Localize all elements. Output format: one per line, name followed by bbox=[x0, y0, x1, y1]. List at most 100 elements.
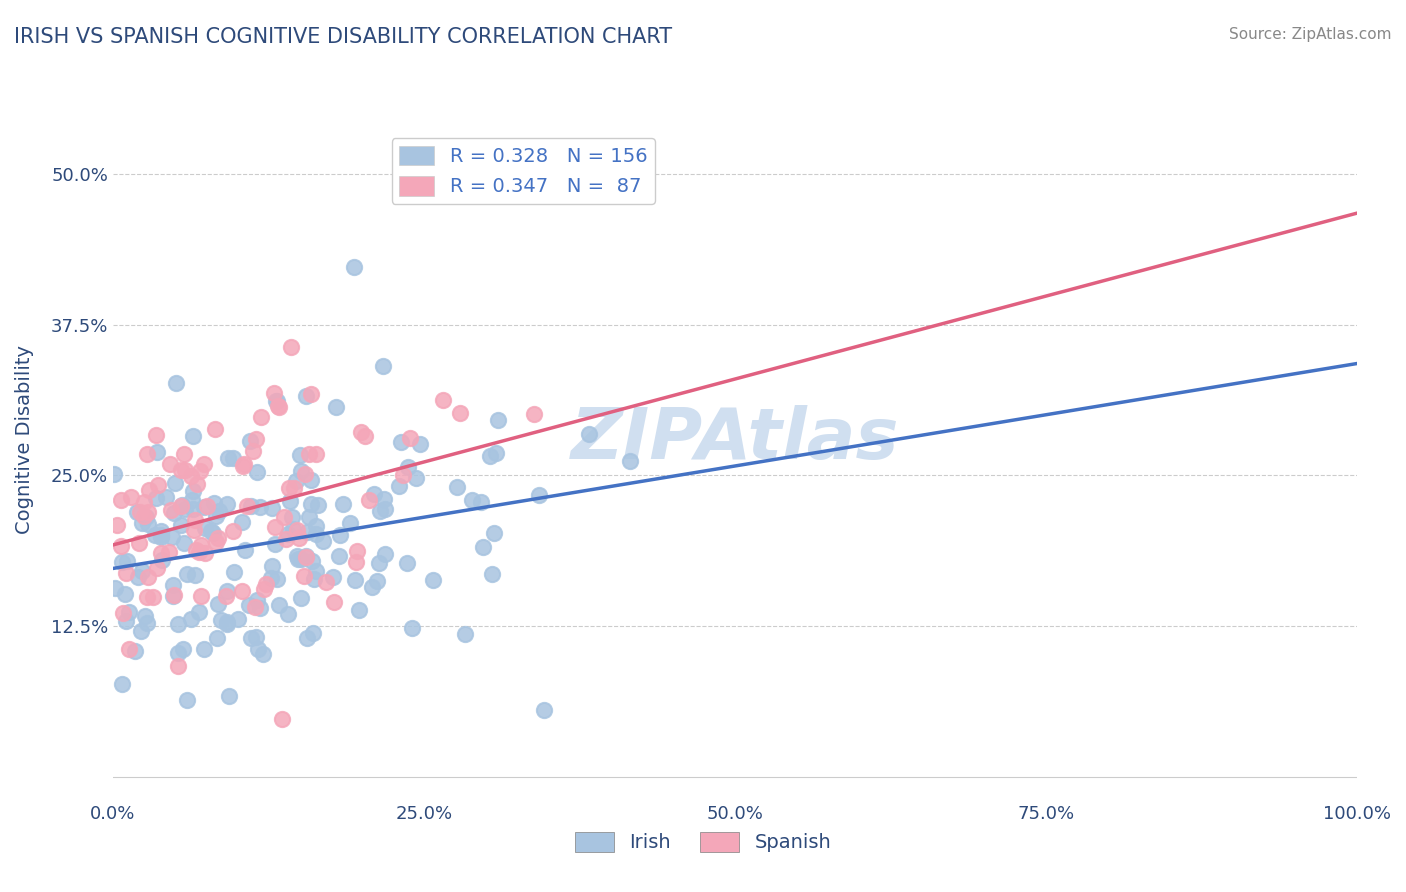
Point bbox=[134, 509, 156, 524]
Point bbox=[366, 574, 388, 589]
Point bbox=[368, 504, 391, 518]
Point bbox=[280, 340, 302, 354]
Point bbox=[264, 393, 287, 408]
Point bbox=[134, 609, 156, 624]
Point bbox=[298, 509, 321, 524]
Point bbox=[172, 642, 194, 657]
Point bbox=[290, 591, 312, 606]
Point bbox=[266, 573, 288, 587]
Point bbox=[578, 426, 600, 441]
Point bbox=[233, 458, 256, 472]
Point bbox=[181, 502, 204, 516]
Point bbox=[150, 530, 173, 544]
Point bbox=[183, 523, 205, 537]
Point bbox=[207, 631, 229, 645]
Text: Source: ZipAtlas.com: Source: ZipAtlas.com bbox=[1229, 27, 1392, 42]
Point bbox=[205, 535, 228, 549]
Point bbox=[478, 449, 501, 463]
Point bbox=[167, 617, 190, 632]
Point bbox=[252, 582, 274, 597]
Point bbox=[486, 412, 509, 426]
Point bbox=[311, 534, 333, 549]
Point bbox=[242, 444, 264, 458]
Point bbox=[299, 498, 322, 512]
Point bbox=[136, 504, 159, 518]
Point bbox=[245, 432, 267, 446]
Point bbox=[297, 632, 319, 646]
Point bbox=[363, 487, 385, 501]
Point bbox=[125, 505, 148, 519]
Point bbox=[115, 614, 138, 628]
Point bbox=[523, 407, 546, 421]
Point bbox=[247, 641, 270, 656]
Point bbox=[277, 607, 299, 622]
Point bbox=[238, 598, 260, 612]
Point bbox=[217, 583, 239, 598]
Point bbox=[145, 428, 167, 442]
Point bbox=[343, 573, 366, 587]
Point bbox=[329, 527, 352, 541]
Point bbox=[165, 376, 187, 390]
Point bbox=[449, 406, 471, 420]
Point bbox=[195, 499, 218, 513]
Point bbox=[240, 631, 263, 645]
Point bbox=[409, 436, 432, 450]
Point bbox=[166, 659, 188, 673]
Point bbox=[264, 519, 287, 533]
Point bbox=[180, 468, 202, 483]
Point bbox=[342, 260, 364, 274]
Point bbox=[131, 516, 153, 531]
Point bbox=[264, 537, 287, 551]
Point bbox=[245, 630, 267, 644]
Point bbox=[193, 500, 215, 515]
Point bbox=[367, 556, 389, 570]
Point bbox=[176, 567, 198, 582]
Point bbox=[280, 510, 302, 524]
Point bbox=[149, 524, 172, 538]
Point bbox=[217, 617, 239, 632]
Point bbox=[118, 642, 141, 657]
Point bbox=[301, 554, 323, 568]
Point bbox=[288, 448, 311, 462]
Point bbox=[240, 499, 263, 513]
Point bbox=[202, 496, 225, 510]
Point bbox=[471, 540, 494, 554]
Point bbox=[389, 435, 412, 450]
Point bbox=[396, 459, 419, 474]
Point bbox=[267, 400, 290, 414]
Y-axis label: Cognitive Disability: Cognitive Disability bbox=[15, 344, 34, 533]
Point bbox=[295, 525, 318, 540]
Point bbox=[146, 445, 169, 459]
Point bbox=[159, 457, 181, 471]
Point bbox=[193, 457, 215, 471]
Point bbox=[231, 516, 253, 530]
Point bbox=[215, 589, 238, 603]
Point bbox=[350, 425, 373, 439]
Point bbox=[482, 526, 505, 541]
Point bbox=[143, 528, 166, 542]
Point bbox=[111, 607, 134, 621]
Point bbox=[186, 476, 208, 491]
Point bbox=[226, 612, 249, 626]
Point bbox=[401, 621, 423, 635]
Point bbox=[193, 642, 215, 657]
Point bbox=[346, 544, 368, 558]
Point bbox=[233, 543, 256, 558]
Point bbox=[262, 500, 284, 515]
Point bbox=[172, 498, 194, 512]
Point bbox=[344, 555, 367, 569]
Point bbox=[207, 598, 229, 612]
Point bbox=[249, 601, 271, 615]
Point bbox=[305, 564, 328, 578]
Point bbox=[332, 497, 354, 511]
Point bbox=[298, 447, 321, 461]
Point bbox=[207, 531, 229, 545]
Point bbox=[204, 422, 226, 436]
Point bbox=[114, 566, 136, 581]
Point bbox=[173, 447, 195, 461]
Point bbox=[292, 569, 315, 583]
Point bbox=[285, 475, 308, 489]
Point bbox=[373, 359, 395, 373]
Point bbox=[170, 518, 193, 533]
Point bbox=[188, 464, 211, 478]
